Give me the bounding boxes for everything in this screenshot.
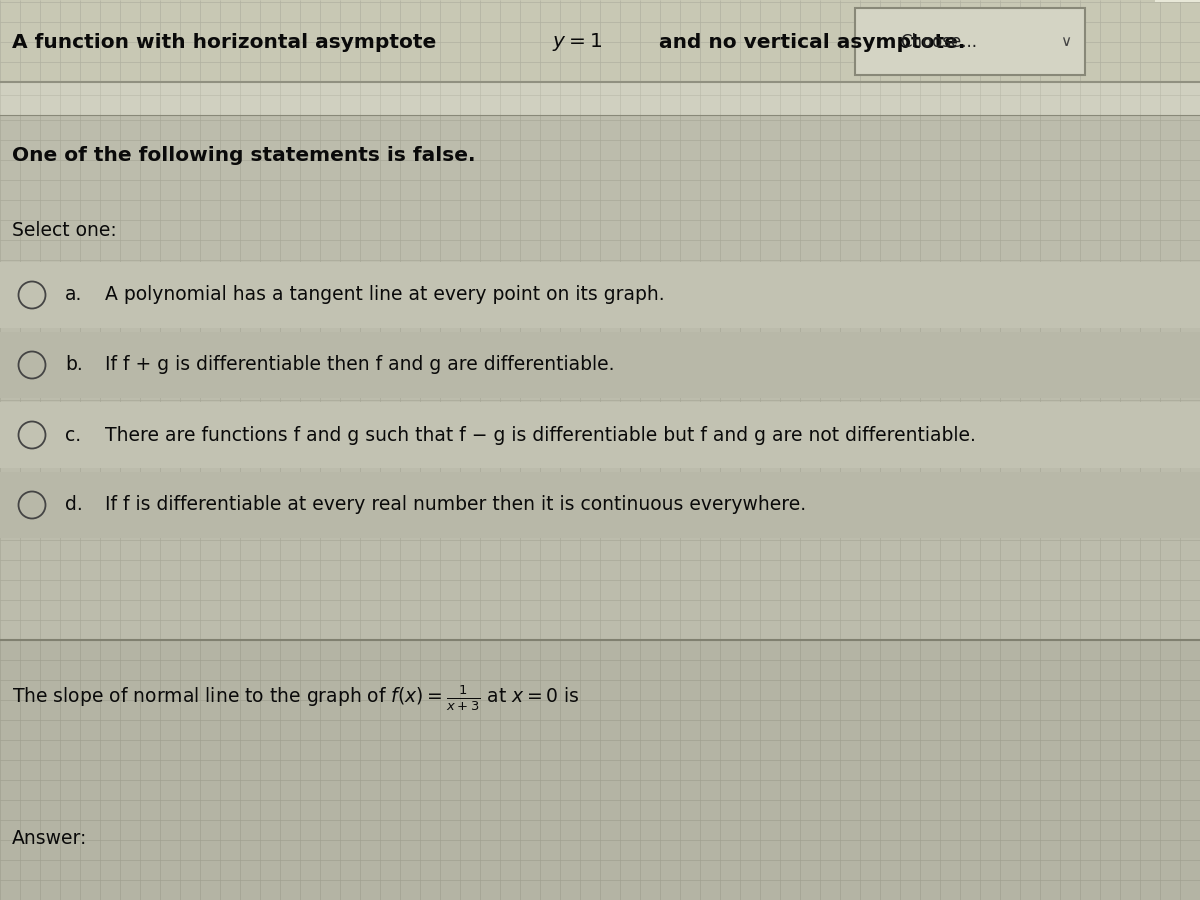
Bar	[0, 402, 1200, 468]
Text: There are functions f and g such that f − g is differentiable but f and g are no: There are functions f and g such that f …	[106, 426, 976, 445]
Bar	[856, 8, 1085, 75]
Bar	[0, 0, 1200, 82]
Text: a.: a.	[65, 285, 83, 304]
Bar	[0, 332, 1200, 398]
Text: c.: c.	[65, 426, 82, 445]
Bar	[0, 640, 1200, 900]
Text: b.: b.	[65, 356, 83, 374]
Text: If f is differentiable at every real number then it is continuous everywhere.: If f is differentiable at every real num…	[106, 496, 806, 515]
Text: The slope of normal line to the graph of $f(x) = \frac{1}{x+3}$ at $x = 0$ is: The slope of normal line to the graph of…	[12, 683, 580, 713]
Text: and no vertical asymptote.: and no vertical asymptote.	[652, 32, 965, 51]
Bar	[0, 472, 1200, 538]
Bar	[0, 115, 1200, 640]
Text: d.: d.	[65, 496, 83, 515]
Bar	[0, 262, 1200, 328]
Text: Select one:: Select one:	[12, 220, 116, 239]
Text: Answer:: Answer:	[12, 829, 88, 848]
Text: Choose...: Choose...	[900, 33, 977, 51]
Bar	[1154, 0, 1200, 2]
Text: If f + g is differentiable then f and g are differentiable.: If f + g is differentiable then f and g …	[106, 356, 614, 374]
Text: A polynomial has a tangent line at every point on its graph.: A polynomial has a tangent line at every…	[106, 285, 665, 304]
Text: $y = 1$: $y = 1$	[552, 31, 602, 53]
Bar	[0, 82, 1200, 115]
Text: One of the following statements is false.: One of the following statements is false…	[12, 146, 475, 165]
Text: ∨: ∨	[1060, 34, 1072, 50]
Text: A function with horizontal asymptote: A function with horizontal asymptote	[12, 32, 443, 51]
